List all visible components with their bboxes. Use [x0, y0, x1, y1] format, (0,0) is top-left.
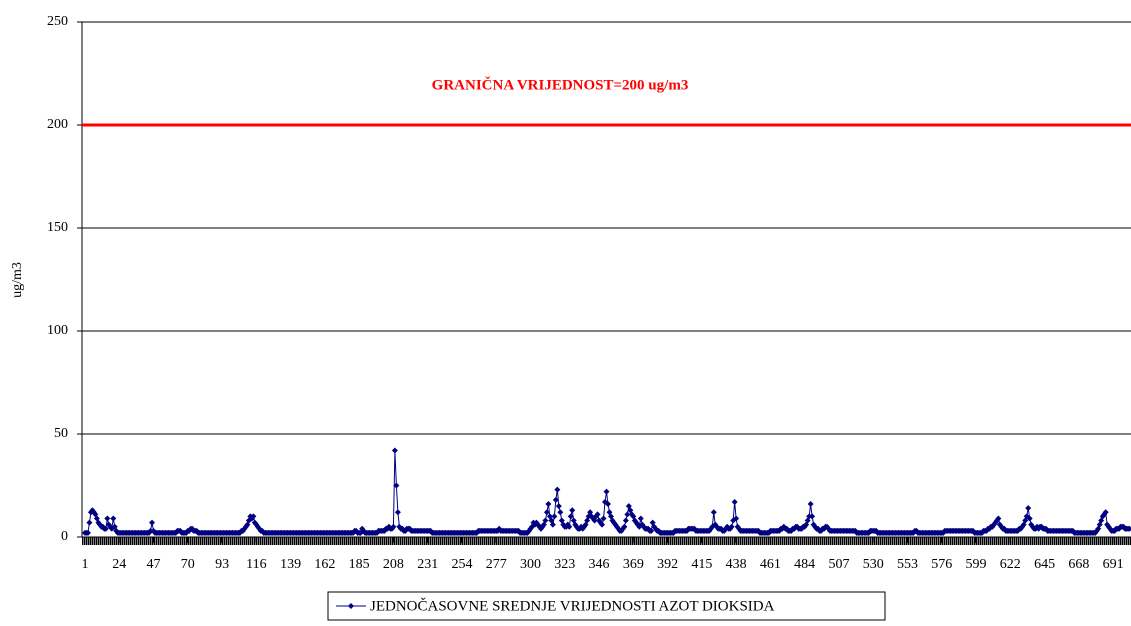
marker [637, 515, 644, 522]
x-tick-label: 323 [554, 557, 575, 572]
x-tick-label: 231 [417, 557, 438, 572]
marker [549, 521, 556, 528]
marker [1126, 525, 1131, 532]
marker [710, 509, 717, 516]
x-tick-label: 461 [760, 557, 781, 572]
marker [731, 498, 738, 505]
marker [555, 503, 562, 510]
x-tick-label: 438 [726, 557, 747, 572]
x-tick-label: 24 [112, 557, 126, 572]
marker [622, 517, 629, 524]
marker [567, 513, 574, 520]
marker [102, 525, 109, 532]
legend-box [327, 591, 886, 621]
y-tick-label: 200 [47, 117, 68, 132]
x-tick-label: 139 [280, 557, 301, 572]
x-tick-label: 369 [623, 557, 644, 572]
x-tick-label: 599 [966, 557, 987, 572]
marker [728, 523, 735, 530]
x-tick-label: 530 [863, 557, 884, 572]
x-tick-label: 346 [589, 557, 610, 572]
marker [393, 482, 400, 489]
x-tick-label: 576 [931, 557, 952, 572]
marker [566, 523, 573, 530]
x-tick-label: 1 [81, 557, 88, 572]
x-tick-label: 93 [215, 557, 229, 572]
marker [604, 501, 611, 508]
x-tick-label: 300 [520, 557, 541, 572]
marker [603, 488, 610, 495]
x-tick-label: 47 [147, 557, 161, 572]
marker [545, 501, 552, 508]
marker [104, 515, 111, 522]
marker [624, 511, 631, 518]
x-tick-label: 691 [1103, 557, 1124, 572]
x-tick-label: 484 [794, 557, 815, 572]
marker [1102, 509, 1109, 516]
marker [552, 496, 559, 503]
marker [809, 513, 816, 520]
marker [594, 511, 601, 518]
marker [648, 527, 655, 534]
marker [600, 515, 607, 522]
marker [1026, 515, 1033, 522]
annotation: GRANIČNA VRIJEDNOST=200 ug/m3 [432, 76, 689, 93]
x-tick-label: 277 [486, 557, 507, 572]
marker [551, 513, 558, 520]
marker [1020, 521, 1027, 528]
x-tick-label: 507 [828, 557, 849, 572]
y-tick-label: 100 [47, 323, 68, 338]
marker [542, 517, 549, 524]
y-tick-label: 250 [47, 14, 68, 29]
y-axis-label: ug/m3 [10, 262, 25, 298]
y-tick-label: 0 [61, 529, 68, 544]
marker [391, 447, 398, 454]
marker [733, 515, 740, 522]
marker [543, 509, 550, 516]
x-tick-label: 162 [314, 557, 335, 572]
marker [569, 507, 576, 514]
x-tick-label: 185 [349, 557, 370, 572]
marker [1025, 505, 1032, 512]
y-tick-label: 150 [47, 220, 68, 235]
marker [110, 515, 117, 522]
marker [554, 486, 561, 493]
legend-label: JEDNOČASOVNE SREDNJE VRIJEDNOSTI AZOT DI… [370, 597, 775, 614]
marker [86, 519, 93, 526]
x-tick-label: 254 [451, 557, 472, 572]
marker [84, 529, 91, 536]
legend-marker [348, 603, 354, 609]
x-tick-label: 553 [897, 557, 918, 572]
marker [599, 521, 606, 528]
marker [807, 501, 814, 508]
x-tick-label: 208 [383, 557, 404, 572]
marker [149, 519, 156, 526]
x-tick-label: 668 [1068, 557, 1089, 572]
marker [995, 515, 1002, 522]
marker [390, 523, 397, 530]
y-tick-label: 50 [54, 426, 68, 441]
x-tick-label: 415 [691, 557, 712, 572]
x-tick-label: 392 [657, 557, 678, 572]
x-tick-label: 645 [1034, 557, 1055, 572]
marker [250, 513, 257, 520]
marker [557, 509, 564, 516]
x-tick-label: 622 [1000, 557, 1021, 572]
x-tick-label: 116 [246, 557, 266, 572]
marker [621, 523, 628, 530]
marker [394, 509, 401, 516]
x-tick-label: 70 [181, 557, 195, 572]
